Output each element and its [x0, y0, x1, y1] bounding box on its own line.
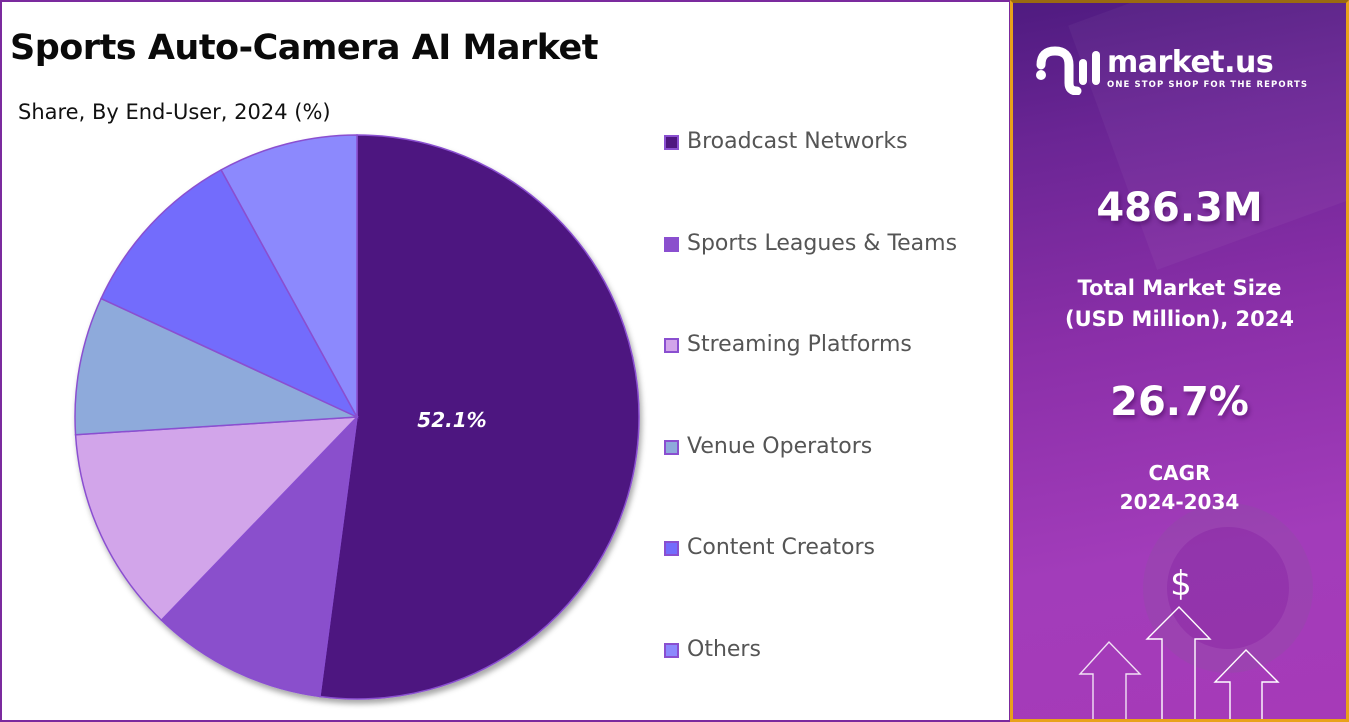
brand-name: market.us [1107, 44, 1274, 80]
pie-slice-content-creators [100, 168, 359, 419]
legend-swatch-icon [664, 337, 679, 353]
legend-swatch-icon [664, 642, 679, 658]
market-size-label-line2: (USD Million), 2024 [1065, 307, 1294, 331]
cagr-label-line2: 2024-2034 [1119, 490, 1240, 514]
cagr-value: 26.7% [1110, 379, 1249, 425]
pie-chart: 52.1% [62, 122, 662, 722]
legend-item-venue-operators: Venue Operators [664, 431, 872, 461]
legend-swatch-icon [664, 540, 679, 556]
pie-slice-broadcast-networks [319, 134, 640, 700]
brand-tagline: ONE STOP SHOP FOR THE REPORTS [1107, 79, 1309, 90]
chart-panel: Sports Auto-Camera AI Market Share, By E… [0, 0, 1011, 722]
market-size-label-line1: Total Market Size [1077, 276, 1282, 300]
pie-chart-svg: 52.1% [74, 134, 640, 700]
legend-label: Broadcast Networks [687, 128, 908, 154]
legend-item-broadcast-networks: Broadcast Networks [664, 126, 908, 156]
cagr-label-line1: CAGR [1148, 461, 1211, 485]
legend-label: Streaming Platforms [687, 331, 912, 357]
pie-slice-others [220, 134, 358, 418]
pie-slice-sports-leagues-teams [160, 414, 359, 698]
legend-label: Others [687, 636, 761, 662]
market-size-value: 486.3M [1096, 185, 1263, 231]
growth-arrows-icon: $ [1078, 564, 1280, 719]
legend-item-streaming-platforms: Streaming Platforms [664, 329, 912, 359]
legend-swatch-icon [664, 439, 679, 455]
pie-slice-venue-operators [74, 297, 358, 436]
pie-slice-streaming-platforms [74, 416, 359, 622]
legend-label: Venue Operators [687, 433, 873, 459]
summary-sidebar: market.us ONE STOP SHOP FOR THE REPORTS … [1010, 0, 1349, 722]
legend-item-others: Others [664, 634, 761, 664]
legend-swatch-icon [664, 236, 679, 252]
dollar-icon: $ [1170, 564, 1192, 604]
market-us-logo-icon [1036, 46, 1100, 95]
legend-label: Content Creators [687, 534, 876, 560]
slice-label-broadcast: 52.1% [417, 408, 486, 432]
legend-swatch-icon [664, 134, 679, 150]
chart-title: Sports Auto-Camera AI Market [10, 28, 599, 68]
legend-label: Sports Leagues & Teams [687, 230, 958, 256]
legend-item-sports-leagues: Sports Leagues & Teams [664, 228, 957, 258]
chart-subtitle: Share, By End-User, 2024 (%) [18, 100, 331, 124]
legend-item-content-creators: Content Creators [664, 532, 875, 562]
brand-logo: market.us ONE STOP SHOP FOR THE REPORTS [1033, 41, 1308, 95]
